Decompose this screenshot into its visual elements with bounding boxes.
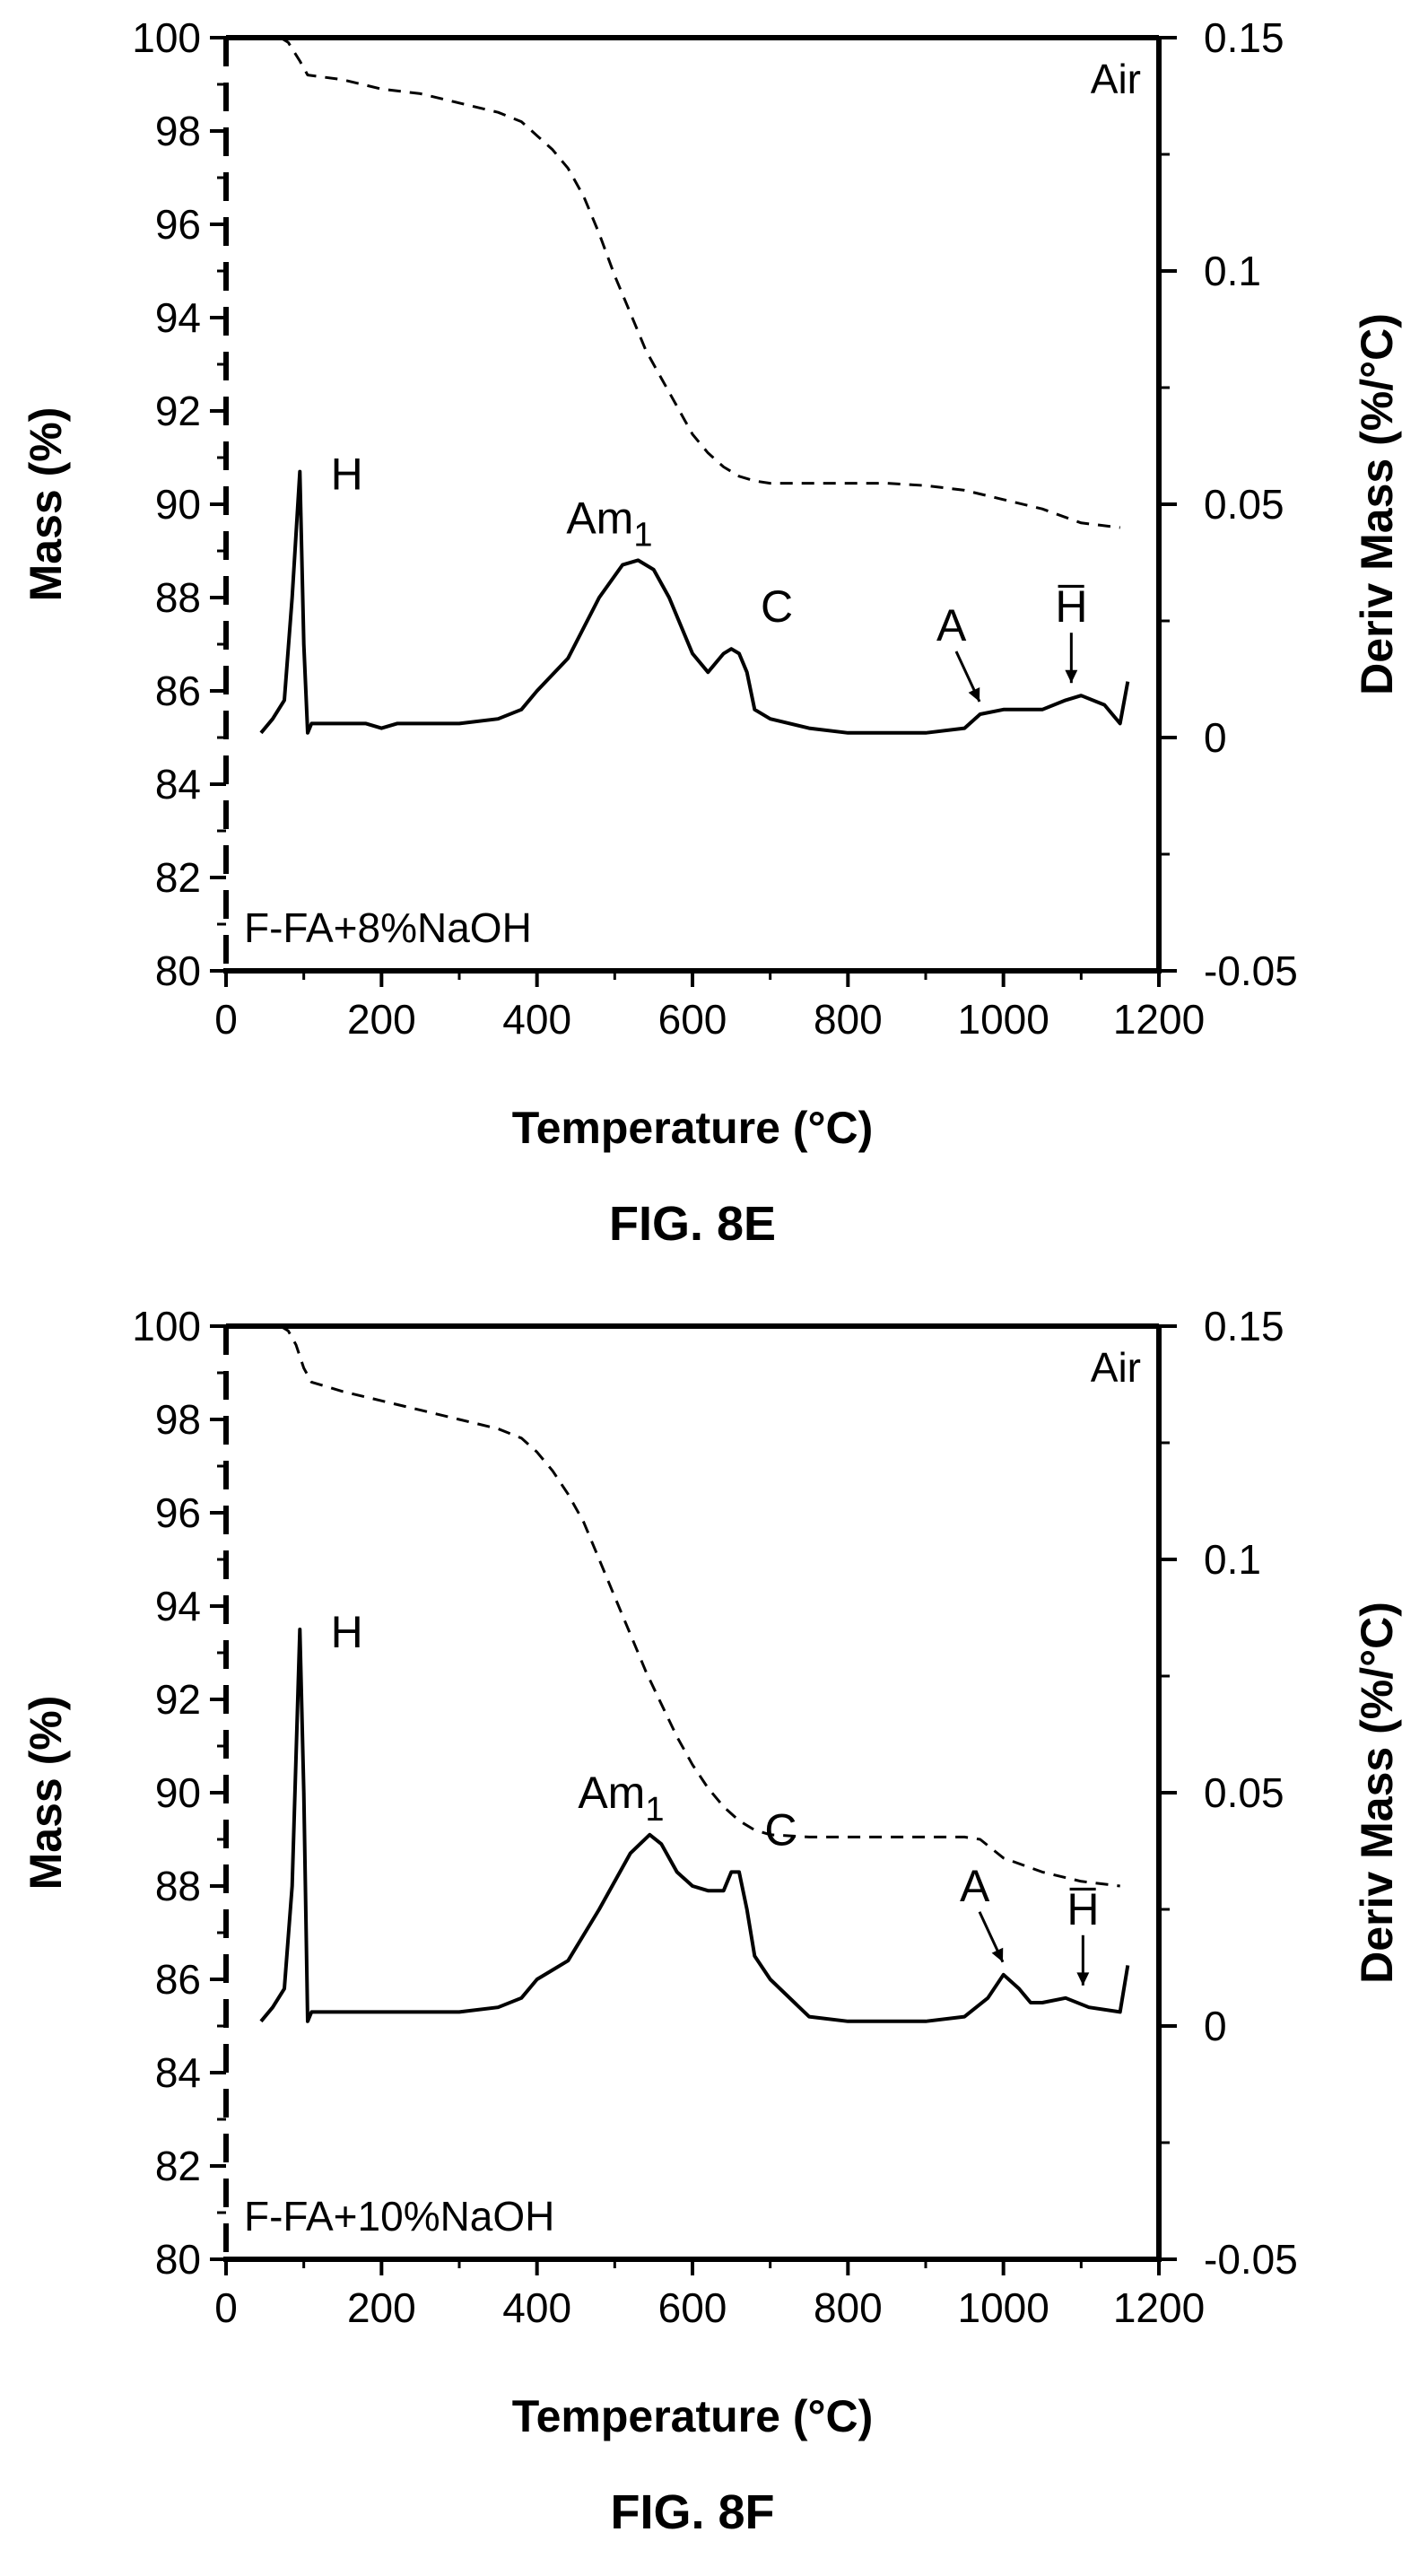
mass-curve — [279, 36, 1120, 529]
y-tick-label: 84 — [155, 2049, 201, 2096]
figure-label: FIG. 8F — [610, 2485, 774, 2539]
atmosphere-label: Air — [1091, 56, 1141, 102]
y2-tick-label: 0.15 — [1204, 14, 1284, 61]
y-tick-label: 80 — [155, 947, 201, 994]
y-tick-label: 94 — [155, 1583, 201, 1629]
peak-label-a: A — [936, 600, 967, 651]
chart-8e: 80 82 84 86 88 90 92 94 96 98 100 0.15 0.1 0.05 0 -0.05… — [21, 14, 1402, 1251]
x-tick-label: 0 — [214, 2284, 238, 2331]
figure-8e: 80 82 84 86 88 90 92 94 96 98 100 0.15 0.1 0.05 0 -0.05… — [21, 14, 1402, 1251]
x-tick-label: 200 — [347, 2284, 416, 2331]
peak-label-c: C — [761, 581, 793, 632]
y-tick-label: 90 — [155, 481, 201, 528]
y2-tick-label: 0.1 — [1204, 248, 1261, 294]
x-tick-label: 200 — [347, 996, 416, 1043]
y2-tick-label: -0.05 — [1204, 947, 1298, 994]
chart-8f: 80 82 84 86 88 90 92 94 96 98 100 0.15 0.1 0.05 0 -0.05… — [21, 1303, 1402, 2539]
peak-label-am: Am — [578, 1768, 645, 1818]
y-tick-label: 82 — [155, 2143, 201, 2189]
x-axis-title: Temperature (°C) — [512, 2391, 873, 2441]
x-tick-label: 600 — [658, 996, 727, 1043]
y2-tick-label: 0.05 — [1204, 481, 1284, 528]
mass-curve — [279, 1324, 1120, 1888]
peak-label-am1: Am1 — [566, 493, 652, 554]
y-tick-label: 90 — [155, 1769, 201, 1816]
y-tick-label: 84 — [155, 761, 201, 808]
y-tick-label: 88 — [155, 574, 201, 621]
y2-tick-label: 0.05 — [1204, 1769, 1284, 1816]
x-tick-label: 0 — [214, 996, 238, 1043]
y-tick-label: 86 — [155, 1956, 201, 2003]
x-axis-title: Temperature (°C) — [512, 1103, 873, 1153]
y2-axis-title: Deriv Mass (%/°C) — [1352, 313, 1402, 695]
y-tick-label: 86 — [155, 668, 201, 714]
peak-label-subscript: 1 — [645, 1791, 664, 1829]
y-axis-title: Mass (%) — [21, 407, 71, 602]
peak-label-h: H — [331, 450, 363, 500]
x-tick-label: 400 — [502, 996, 571, 1043]
deriv-mass-curve — [259, 469, 1130, 735]
x-tick-label: 1200 — [1113, 2284, 1205, 2331]
x-tick-label: 600 — [658, 2284, 727, 2331]
x-tick-label: 1000 — [957, 996, 1049, 1043]
sample-label: F-FA+8%NaOH — [244, 904, 532, 951]
peak-arrow-head — [968, 687, 980, 702]
y2-tick-label: 0 — [1204, 714, 1227, 761]
y-tick-label: 88 — [155, 1863, 201, 1909]
y-tick-label: 100 — [132, 14, 201, 61]
y-tick-label: 92 — [155, 388, 201, 434]
x-tick-label: 800 — [814, 2284, 883, 2331]
y-tick-label: 100 — [132, 1303, 201, 1349]
peak-label-am1: Am1 — [578, 1768, 664, 1829]
x-tick-label: 1200 — [1113, 996, 1205, 1043]
y2-tick-label: 0.1 — [1204, 1536, 1261, 1583]
y-tick-label: 96 — [155, 201, 201, 248]
peak-arrow-head — [1076, 1972, 1090, 1986]
peak-arrow-head — [1065, 669, 1078, 684]
peak-arrow-head — [991, 1947, 1004, 1962]
peak-label-a: A — [960, 1861, 990, 1911]
y-tick-label: 94 — [155, 294, 201, 341]
y-tick-label: 96 — [155, 1489, 201, 1536]
x-tick-label: 800 — [814, 996, 883, 1043]
peak-label-subscript: 1 — [633, 516, 652, 554]
y-tick-label: 92 — [155, 1676, 201, 1723]
peak-label-c: C — [764, 1804, 797, 1855]
peak-label-h-bar: H̅ — [1055, 581, 1087, 632]
peak-label-h: H — [331, 1607, 363, 1657]
sample-label: F-FA+10%NaOH — [244, 2193, 554, 2240]
figure-8f: 80 82 84 86 88 90 92 94 96 98 100 0.15 0.1 0.05 0 -0.05… — [0, 1288, 1428, 2576]
figure-label: FIG. 8E — [609, 1197, 776, 1251]
y2-tick-label: 0 — [1204, 2003, 1227, 2049]
x-tick-label: 1000 — [957, 2284, 1049, 2331]
y-axis-title: Mass (%) — [21, 1696, 71, 1891]
x-tick-label: 400 — [502, 2284, 571, 2331]
y2-axis-title: Deriv Mass (%/°C) — [1352, 1602, 1402, 1984]
atmosphere-label: Air — [1091, 1344, 1141, 1391]
y2-tick-label: -0.05 — [1204, 2236, 1298, 2283]
peak-label-h-bar: H̅ — [1067, 1884, 1099, 1934]
y-tick-label: 80 — [155, 2236, 201, 2283]
peak-label-am: Am — [566, 493, 633, 543]
y2-tick-label: 0.15 — [1204, 1303, 1284, 1349]
y-tick-label: 82 — [155, 854, 201, 901]
y-tick-label: 98 — [155, 1396, 201, 1443]
y-tick-label: 98 — [155, 108, 201, 154]
deriv-mass-curve — [259, 1628, 1130, 2023]
